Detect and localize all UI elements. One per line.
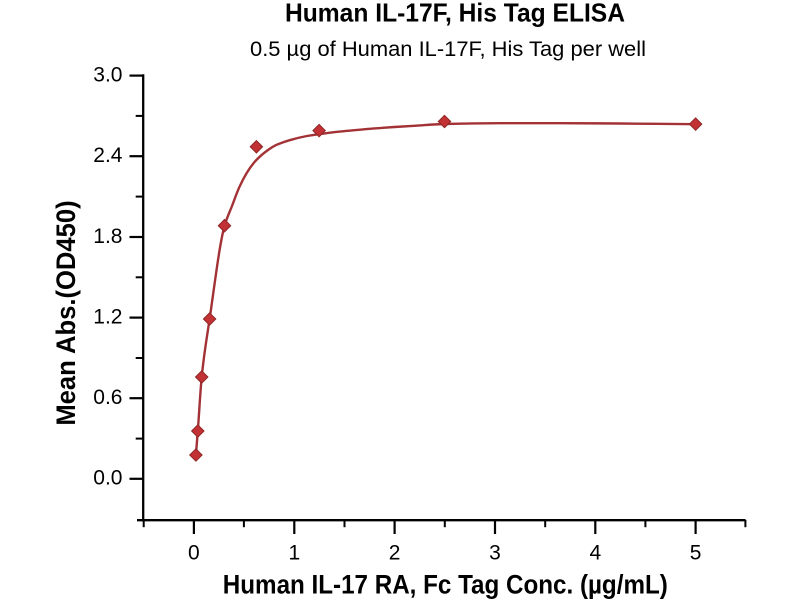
svg-text:Mean Abs.(OD450): Mean Abs.(OD450) [50, 200, 81, 425]
svg-text:2.4: 2.4 [93, 144, 123, 167]
svg-text:1: 1 [288, 541, 300, 564]
svg-text:Human IL-17F, His Tag ELISA: Human IL-17F, His Tag ELISA [285, 0, 625, 27]
svg-text:3: 3 [489, 541, 501, 564]
svg-text:1.8: 1.8 [93, 225, 122, 248]
svg-text:0.5 µg of Human IL-17F, His Ta: 0.5 µg of Human IL-17F, His Tag per well [250, 37, 646, 61]
svg-text:0.0: 0.0 [93, 467, 122, 490]
svg-text:0.6: 0.6 [93, 386, 122, 409]
svg-text:Human IL-17 RA, Fc Tag Conc. (: Human IL-17 RA, Fc Tag Conc. (µg/mL) [223, 570, 668, 600]
svg-text:5: 5 [690, 541, 702, 564]
svg-text:0: 0 [188, 541, 200, 564]
svg-text:4: 4 [589, 541, 601, 564]
svg-text:2: 2 [389, 541, 401, 564]
svg-text:3.0: 3.0 [93, 64, 122, 87]
svg-text:1.2: 1.2 [93, 306, 122, 329]
